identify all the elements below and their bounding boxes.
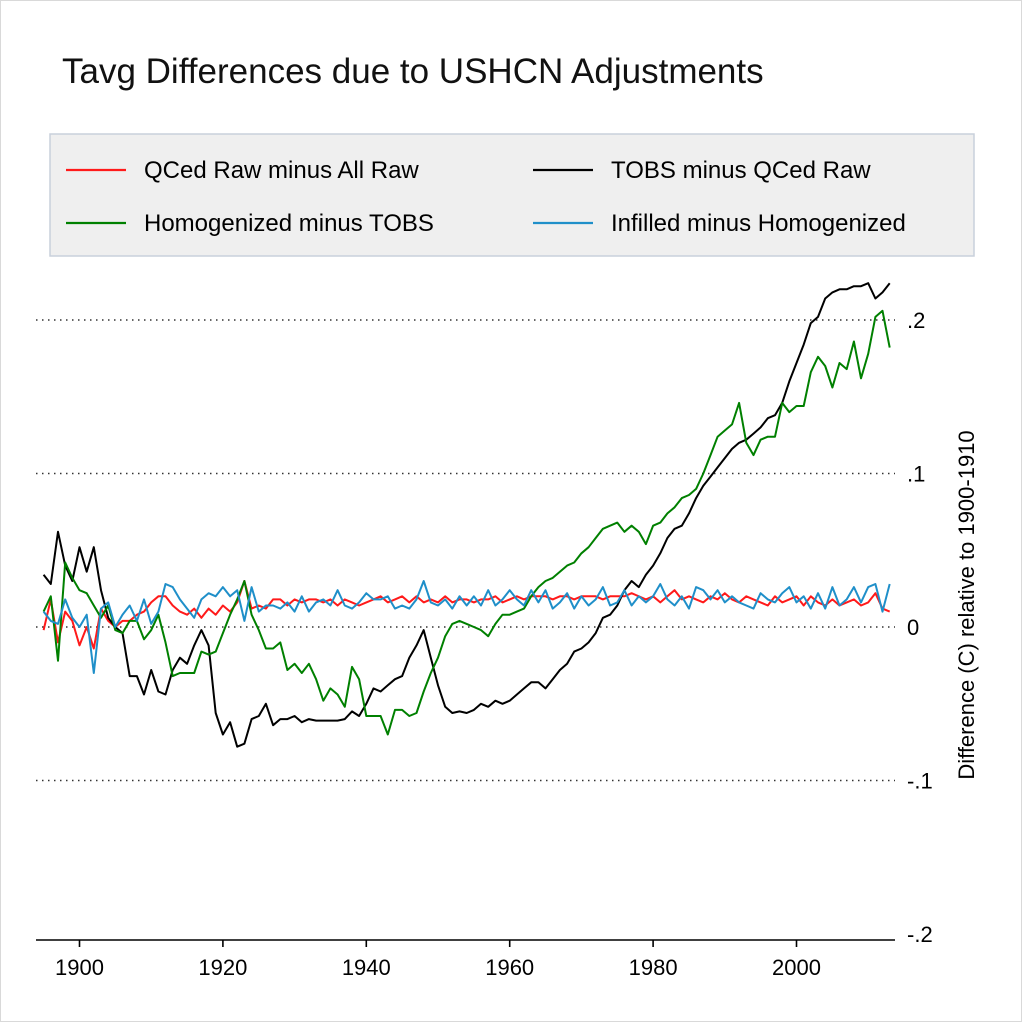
x-tick-label: 1900 [55,955,104,980]
legend-label: Infilled minus Homogenized [611,210,906,237]
legend-label: Homogenized minus TOBS [144,210,434,237]
x-tick-label: 1940 [342,955,391,980]
axes: .2 .1 0 -.1 -.2 1900 1920 1940 1960 1980 2000 [36,308,933,980]
x-tick-label: 2000 [772,955,821,980]
series-line-homogenized-minus-tobs [42,309,891,736]
legend: QCed Raw minus All Raw TOBS minus QCed Ra… [49,133,975,257]
y-tick-label: .1 [907,462,925,487]
series-line-infilled-minus-homogenized [42,580,891,674]
y-tick-label: -.2 [907,922,933,947]
y-tick-label: -.1 [907,769,933,794]
series-line-tobs-minus-qced-raw [42,282,891,748]
legend-label: TOBS minus QCed Raw [611,157,871,184]
series-lines [42,282,891,748]
y-tick-label: .2 [907,308,925,333]
x-tick-label: 1980 [629,955,678,980]
legend-label: QCed Raw minus All Raw [144,157,419,184]
y-axis-title: Difference (C) relative to 1900-1910 [954,430,979,779]
chart-title: Tavg Differences due to USHCN Adjustment… [62,52,764,91]
series-line-qced-raw-minus-all-raw [42,580,891,650]
y-tick-label: 0 [907,615,919,640]
x-tick-label: 1920 [198,955,247,980]
gridlines [36,319,895,782]
legend-box [49,133,975,257]
x-tick-label: 1960 [485,955,534,980]
